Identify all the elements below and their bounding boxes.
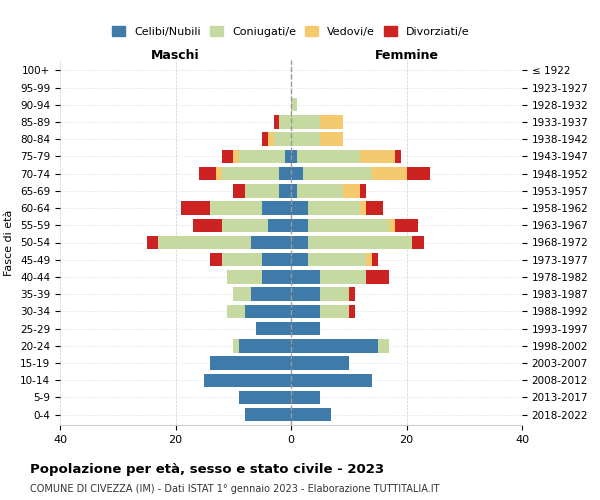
Bar [280,116,291,128]
Bar [360,150,395,163]
Bar [199,167,216,180]
Bar [372,167,407,180]
Bar [395,150,401,163]
Bar [205,374,291,387]
Bar [377,339,389,352]
Bar [227,304,245,318]
Bar [291,116,320,128]
Bar [291,322,320,336]
Bar [297,150,360,163]
Bar [245,184,280,198]
Bar [262,270,291,283]
Bar [291,218,308,232]
Bar [366,253,372,266]
Y-axis label: Anni di nascita: Anni di nascita [599,201,600,284]
Bar [291,184,297,198]
Bar [297,184,343,198]
Bar [274,132,291,146]
Bar [146,236,158,249]
Bar [320,304,349,318]
Bar [291,236,308,249]
Bar [268,132,274,146]
Bar [308,236,412,249]
Bar [291,288,320,301]
Bar [245,304,291,318]
Text: Maschi: Maschi [151,48,200,62]
Bar [251,236,291,249]
Bar [360,202,366,215]
Y-axis label: Fasce di età: Fasce di età [4,210,14,276]
Bar [222,167,280,180]
Bar [291,356,349,370]
Bar [291,270,320,283]
Bar [280,167,291,180]
Bar [349,288,355,301]
Bar [302,167,372,180]
Legend: Celibi/Nubili, Coniugati/e, Vedovi/e, Divorziati/e: Celibi/Nubili, Coniugati/e, Vedovi/e, Di… [108,22,474,42]
Bar [291,202,308,215]
Bar [256,322,291,336]
Text: COMUNE DI CIVEZZA (IM) - Dati ISTAT 1° gennaio 2023 - Elaborazione TUTTITALIA.IT: COMUNE DI CIVEZZA (IM) - Dati ISTAT 1° g… [30,484,439,494]
Bar [291,408,331,422]
Text: Femmine: Femmine [374,48,439,62]
Bar [251,288,291,301]
Bar [210,202,262,215]
Bar [395,218,418,232]
Text: Popolazione per età, sesso e stato civile - 2023: Popolazione per età, sesso e stato civil… [30,462,384,475]
Bar [222,150,233,163]
Bar [366,202,383,215]
Bar [349,304,355,318]
Bar [291,253,308,266]
Bar [233,150,239,163]
Bar [291,390,320,404]
Bar [210,253,222,266]
Bar [222,253,262,266]
Bar [412,236,424,249]
Bar [343,184,360,198]
Bar [320,116,343,128]
Bar [222,218,268,232]
Bar [407,167,430,180]
Bar [239,339,291,352]
Bar [268,218,291,232]
Bar [291,132,320,146]
Bar [274,116,280,128]
Bar [233,288,251,301]
Bar [158,236,251,249]
Bar [291,374,372,387]
Bar [308,253,366,266]
Bar [291,339,377,352]
Bar [227,270,262,283]
Bar [262,202,291,215]
Bar [320,288,349,301]
Bar [308,218,389,232]
Bar [360,184,366,198]
Bar [320,132,343,146]
Bar [285,150,291,163]
Bar [291,150,297,163]
Bar [239,390,291,404]
Bar [210,356,291,370]
Bar [181,202,210,215]
Bar [280,184,291,198]
Bar [291,167,302,180]
Bar [233,184,245,198]
Bar [262,253,291,266]
Bar [389,218,395,232]
Bar [216,167,222,180]
Bar [245,408,291,422]
Bar [233,339,239,352]
Bar [308,202,360,215]
Bar [366,270,389,283]
Bar [291,98,297,112]
Bar [262,132,268,146]
Bar [291,304,320,318]
Bar [320,270,366,283]
Bar [372,253,377,266]
Bar [239,150,285,163]
Bar [193,218,222,232]
